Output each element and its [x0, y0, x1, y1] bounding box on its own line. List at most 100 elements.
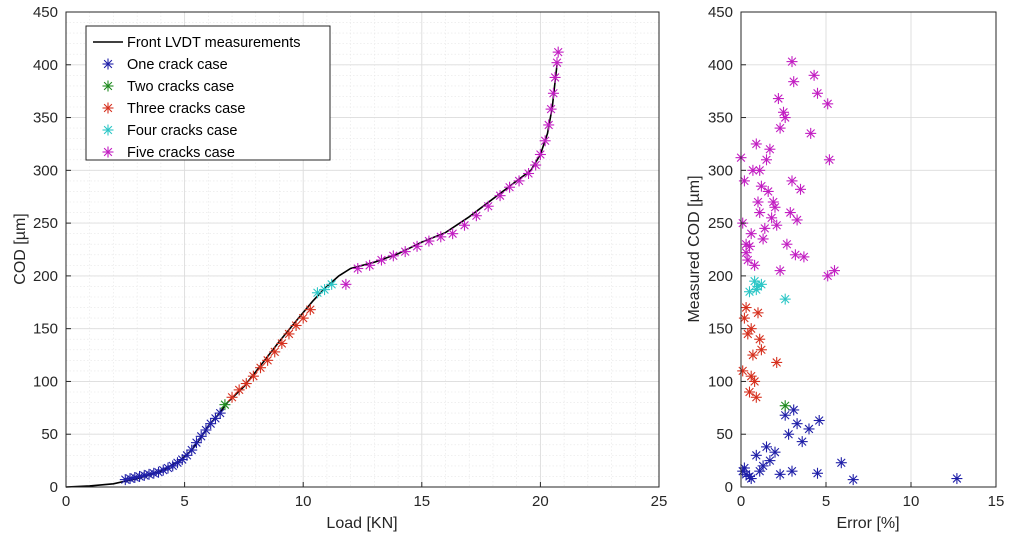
- legend-marker-three-cracks-case: [102, 102, 114, 114]
- x-tick-label: 25: [651, 493, 668, 510]
- legend-label-two-cracks-case: Two cracks case: [127, 79, 234, 95]
- point-five-cracks-case: [779, 112, 791, 124]
- left-plot: 0 5 10 15 20 25 0 50 100 150 200 250 300 350 400 450 L…: [12, 4, 667, 532]
- point-five-cracks-case: [340, 278, 352, 290]
- point-one-crack-case: [783, 428, 795, 440]
- left-plot-frame: [65, 11, 660, 488]
- point-five-cracks-case: [494, 190, 506, 202]
- point-five-cracks-case: [795, 183, 806, 195]
- point-one-crack-case: [847, 474, 859, 486]
- point-one-crack-case: [769, 446, 781, 458]
- point-five-cracks-case: [772, 93, 784, 105]
- point-three-cracks-case: [290, 320, 302, 331]
- point-five-cracks-case: [812, 87, 823, 99]
- x-tick-label: 10: [295, 493, 312, 510]
- point-five-cracks-case: [778, 106, 789, 118]
- point-five-cracks-case: [547, 87, 559, 99]
- point-five-cracks-case: [534, 149, 546, 160]
- point-five-cracks-case: [411, 240, 423, 252]
- left-x-ticks: 0 5 10 15 20 25: [62, 482, 668, 510]
- y-tick-label: 450: [708, 4, 733, 21]
- y-tick-label: 350: [33, 110, 58, 127]
- y-tick-label: 300: [708, 162, 733, 179]
- right-series: [735, 56, 963, 486]
- point-one-crack-case: [757, 460, 769, 472]
- left-y-axis-label: COD [µm]: [12, 213, 29, 284]
- point-one-crack-case: [761, 441, 772, 453]
- point-three-cracks-case: [304, 304, 316, 316]
- point-five-cracks-case: [761, 154, 772, 166]
- point-three-cracks-case: [744, 386, 755, 398]
- point-three-cracks-case: [255, 362, 267, 374]
- point-five-cracks-case: [549, 71, 561, 83]
- point-three-cracks-case: [262, 354, 274, 366]
- point-one-crack-case: [803, 423, 815, 435]
- y-tick-label: 150: [33, 321, 58, 338]
- point-one-crack-case: [786, 465, 798, 477]
- point-three-cracks-case: [269, 346, 281, 358]
- point-five-cracks-case: [530, 159, 542, 171]
- y-tick-label: 450: [33, 4, 58, 21]
- point-one-crack-case: [813, 415, 825, 426]
- point-one-crack-case: [190, 437, 202, 449]
- legend-box: [85, 25, 331, 161]
- point-five-cracks-case: [781, 238, 793, 250]
- point-five-cracks-case: [791, 214, 803, 226]
- point-two-cracks-case: [219, 399, 231, 411]
- x-tick-label: 0: [62, 493, 70, 510]
- point-one-crack-case: [153, 466, 165, 478]
- y-tick-label: 250: [708, 215, 733, 232]
- point-two-cracks-case: [779, 400, 791, 412]
- point-five-cracks-case: [551, 57, 563, 69]
- point-three-cracks-case: [754, 333, 766, 345]
- y-tick-label: 100: [33, 373, 58, 390]
- point-four-cracks-case: [326, 278, 338, 290]
- point-three-cracks-case: [283, 328, 295, 340]
- right-x-ticks: 0 5 10 15: [737, 482, 1004, 510]
- point-five-cracks-case: [749, 259, 761, 271]
- point-three-cracks-case: [745, 370, 757, 382]
- point-five-cracks-case: [798, 251, 810, 263]
- point-one-crack-case: [791, 418, 803, 430]
- point-one-crack-case: [745, 473, 757, 485]
- legend-marker-four-cracks-case: [102, 124, 114, 136]
- left-y-ticks: 0 50 100 150 200 250 300 350 400 450: [33, 4, 71, 496]
- right-x-axis-label: Error [%]: [836, 515, 899, 532]
- point-three-cracks-case: [750, 391, 762, 403]
- point-one-crack-case: [200, 424, 212, 436]
- point-five-cracks-case: [769, 201, 781, 213]
- y-tick-label: 0: [50, 479, 58, 496]
- point-five-cracks-case: [504, 181, 516, 193]
- point-five-cracks-case: [788, 76, 800, 88]
- point-three-cracks-case: [752, 307, 764, 319]
- point-five-cracks-case: [829, 265, 840, 277]
- point-five-cracks-case: [784, 207, 796, 219]
- point-five-cracks-case: [482, 200, 494, 212]
- x-tick-label: 15: [413, 493, 430, 510]
- left-series: [65, 46, 564, 488]
- point-three-cracks-case: [240, 378, 252, 390]
- x-tick-label: 10: [903, 493, 920, 510]
- point-five-cracks-case: [822, 270, 834, 282]
- point-five-cracks-case: [543, 119, 555, 131]
- y-tick-label: 150: [708, 321, 733, 338]
- point-one-crack-case: [186, 444, 198, 456]
- point-five-cracks-case: [823, 154, 835, 166]
- right-plot-frame: [740, 11, 997, 488]
- x-tick-label: 5: [822, 493, 830, 510]
- point-three-cracks-case: [737, 365, 749, 377]
- point-one-crack-case: [764, 455, 776, 467]
- y-tick-label: 400: [708, 57, 733, 74]
- point-four-cracks-case: [755, 278, 767, 290]
- point-three-cracks-case: [297, 312, 309, 324]
- point-five-cracks-case: [808, 69, 820, 81]
- legend-label-four-cracks-case: Four cracks case: [127, 123, 237, 139]
- point-five-cracks-case: [786, 175, 798, 187]
- point-one-crack-case: [774, 468, 786, 480]
- point-five-cracks-case: [754, 164, 766, 176]
- point-five-cracks-case: [771, 219, 783, 231]
- point-three-cracks-case: [276, 337, 288, 349]
- x-tick-label: 5: [180, 493, 188, 510]
